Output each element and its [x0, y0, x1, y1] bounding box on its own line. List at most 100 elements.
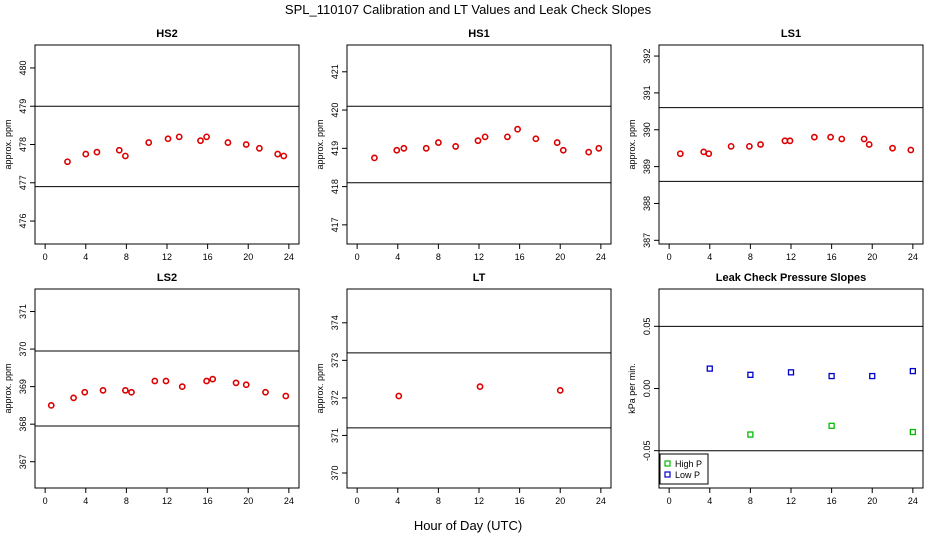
data-point: [70, 394, 77, 402]
data-point: [99, 386, 107, 394]
data-point: [727, 142, 735, 150]
x-tick-label: 8: [748, 496, 753, 506]
y-tick-label: 372: [330, 390, 340, 405]
data-point: [434, 139, 442, 146]
y-tick-label: 0.05: [642, 318, 652, 336]
y-axis-label: approx. ppm: [315, 119, 325, 169]
x-tick-label: 0: [43, 496, 48, 506]
data-point: [532, 135, 540, 143]
data-point: [481, 133, 489, 141]
x-tick-label: 20: [243, 496, 253, 506]
y-tick-label: 0.00: [642, 380, 652, 398]
y-tick-label: 420: [330, 103, 340, 118]
low-p-point: [787, 369, 795, 376]
data-point: [128, 388, 135, 396]
data-point: [786, 137, 794, 145]
panel-4: LS2 0 4 8 12 16 20 24 367 368 369 370 371 approx. ppm: [3, 272, 300, 506]
data-point: [121, 152, 129, 160]
x-tick-label: 20: [555, 252, 565, 262]
data-point: [889, 144, 896, 152]
x-tick-label: 12: [162, 496, 172, 506]
data-point: [274, 150, 282, 158]
panel-title: HS1: [468, 28, 489, 40]
x-tick-label: 8: [436, 496, 441, 506]
data-point: [400, 144, 408, 152]
x-axis-caption: Hour of Day (UTC): [413, 518, 523, 533]
x-tick-label: 0: [355, 496, 360, 506]
data-point: [838, 135, 846, 143]
x-tick-label: 12: [474, 496, 484, 506]
panel-title: LS2: [157, 272, 177, 284]
high-p-point: [909, 428, 916, 436]
data-point: [585, 148, 593, 156]
panel-title: HS2: [156, 28, 177, 40]
y-axis-label: approx. ppm: [3, 363, 13, 413]
data-point: [255, 144, 263, 152]
data-point: [865, 141, 873, 148]
x-tick-label: 12: [474, 252, 484, 262]
data-point: [860, 135, 868, 143]
panel-title: LT: [473, 272, 486, 284]
legend-swatch: [664, 471, 671, 478]
x-tick-label: 24: [596, 496, 606, 506]
panel-2: HS1 0 4 8 12 16 20 24 417 418 419 420 421 approx. ppm: [315, 28, 612, 262]
x-tick-label: 8: [436, 252, 441, 262]
x-tick-label: 8: [748, 252, 753, 262]
y-tick-label: 370: [330, 465, 340, 480]
data-point: [559, 146, 567, 154]
x-tick-label: 24: [908, 496, 918, 506]
x-tick-label: 16: [515, 496, 525, 506]
y-axis-label: kPa per min.: [627, 363, 637, 414]
data-point: [242, 141, 250, 148]
x-tick-label: 16: [827, 252, 837, 262]
data-point: [280, 152, 288, 160]
data-point: [81, 388, 89, 396]
y-tick-label: 373: [330, 353, 340, 368]
x-tick-label: 8: [124, 252, 129, 262]
legend-label: High P: [675, 459, 702, 469]
data-point: [553, 139, 561, 146]
high-p-point: [828, 422, 835, 429]
data-point: [162, 377, 170, 385]
data-point: [121, 386, 129, 394]
data-point: [595, 144, 603, 152]
data-point: [422, 144, 430, 152]
low-p-point: [706, 365, 713, 372]
legend-box: [659, 453, 709, 485]
x-tick-label: 24: [284, 496, 294, 506]
y-tick-label: 387: [642, 233, 652, 248]
y-tick-label: 478: [18, 137, 28, 152]
x-tick-label: 4: [707, 252, 712, 262]
y-tick-label: 419: [330, 141, 340, 156]
y-tick-label: -0.05: [642, 440, 652, 461]
plot-frame: [658, 44, 924, 245]
data-point: [474, 137, 482, 145]
x-tick-label: 0: [667, 496, 672, 506]
y-tick-label: 388: [642, 196, 652, 211]
data-point: [757, 141, 764, 148]
plot-frame: [34, 288, 300, 489]
data-point: [93, 148, 101, 156]
x-tick-label: 24: [596, 252, 606, 262]
x-tick-label: 4: [395, 496, 400, 506]
data-point: [175, 133, 183, 141]
y-tick-label: 371: [18, 304, 28, 319]
data-point: [145, 139, 153, 146]
data-point: [745, 142, 753, 150]
x-tick-label: 16: [515, 252, 525, 262]
y-tick-label: 479: [18, 99, 28, 114]
legend-label: Low P: [675, 470, 700, 480]
y-tick-label: 477: [18, 175, 28, 190]
y-tick-label: 389: [642, 159, 652, 174]
data-point: [827, 133, 834, 141]
legend-swatch: [664, 460, 671, 467]
data-point: [178, 383, 186, 391]
data-point: [232, 379, 240, 387]
data-point: [115, 146, 123, 154]
low-p-point: [828, 372, 835, 380]
low-p-point: [869, 372, 876, 380]
data-point: [164, 135, 172, 143]
panel-1: HS2 0 4 8 12 16 20 24 476 477 478 479 480 approx. ppm: [3, 28, 300, 262]
data-point: [504, 133, 511, 141]
